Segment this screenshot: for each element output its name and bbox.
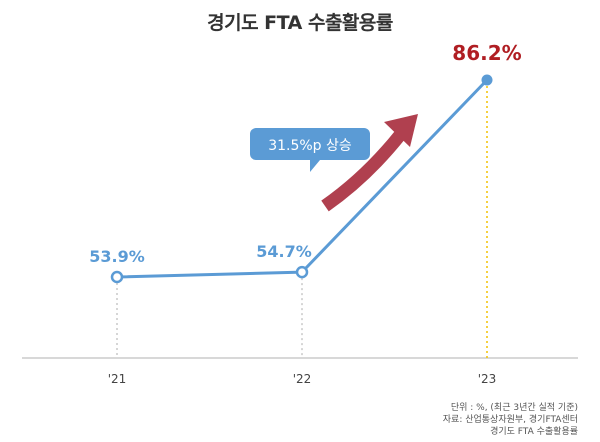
data-label-1: 54.7%	[256, 242, 312, 261]
source-note: 단위 : %, (최근 3년간 실적 기준) 자료: 산업통상자원부, 경기FT…	[443, 402, 578, 438]
data-label-0: 53.9%	[89, 247, 145, 266]
annotation-callout-text: 31.5%p 상승	[268, 138, 352, 154]
trend-arrow-head	[384, 114, 418, 147]
x-tick-label-2: '23	[478, 372, 497, 386]
x-tick-label-1: '22	[293, 372, 312, 386]
data-point-0	[110, 270, 124, 284]
data-point-1	[295, 265, 309, 279]
source-line-unit: 단위 : %, (최근 3년간 실적 기준)	[450, 403, 578, 413]
source-line-ref: 자료: 산업통상자원부, 경기FTA센터	[442, 415, 578, 425]
trend-arrow-shaft	[321, 130, 406, 212]
chart-title: 경기도 FTA 수출활용률	[207, 12, 393, 34]
source-line-caption: 경기도 FTA 수출활용률	[490, 427, 578, 437]
annotation-callout-box	[250, 128, 370, 172]
data-point-2	[481, 74, 493, 86]
x-tick-label-0: '21	[108, 372, 127, 386]
data-label-2: 86.2%	[452, 41, 521, 65]
